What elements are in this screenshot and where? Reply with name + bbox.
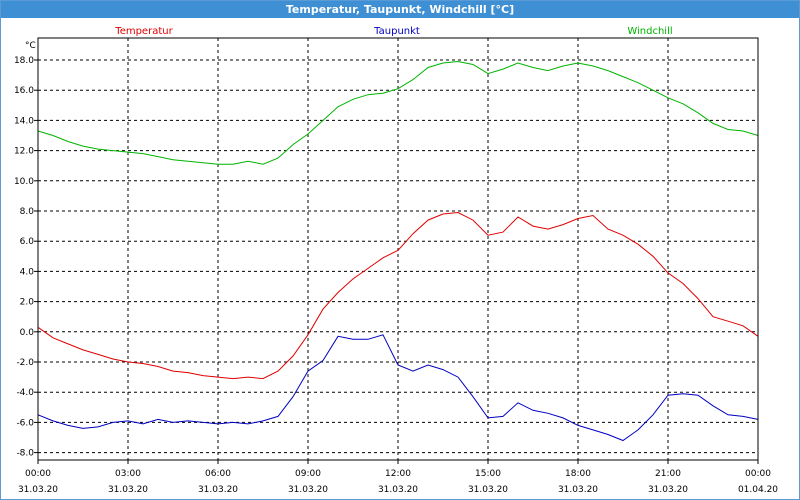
x-tick-date-label: 31.03.20 [558, 485, 598, 495]
y-tick-label: -8.0 [16, 449, 34, 459]
window-title: Temperatur, Taupunkt, Windchill [°C] [1, 1, 799, 18]
y-tick-label: 0.0 [20, 328, 35, 338]
y-tick-label: -6.0 [16, 418, 34, 428]
series-lines [37, 60, 759, 442]
legend-item-windchill: Windchill [627, 26, 672, 37]
y-tick-label: 18.0 [14, 56, 34, 66]
x-tick-time-label: 00:00 [745, 469, 771, 479]
x-tick-time-label: 06:00 [205, 469, 231, 479]
y-tick-label: -2.0 [16, 358, 34, 368]
y-tick-label: 10.0 [14, 177, 34, 187]
y-axis: 18.0 16.0 14.0 12.0 10.0 8.0 6.0 4.0 2.0 0.0 -2.0 -… [14, 56, 38, 459]
x-tick-time-label: 15:00 [475, 469, 501, 479]
x-tick-date-label: 31.03.20 [378, 485, 418, 495]
x-tick-date-label: 01.04.20 [738, 485, 778, 495]
x-tick-time-label: 18:00 [565, 469, 591, 479]
y-tick-label: 6.0 [20, 237, 35, 247]
x-tick-date-label: 31.03.20 [108, 485, 148, 495]
series-line-taupunkt [37, 334, 759, 442]
y-tick-label: 14.0 [14, 116, 34, 126]
legend-item-temperatur: Temperatur [114, 26, 173, 37]
legend-item-taupunkt: Taupunkt [373, 26, 420, 37]
x-tick-time-label: 09:00 [295, 469, 321, 479]
grid [38, 38, 758, 460]
series-line-temperatur [37, 211, 759, 380]
y-axis-unit-label: °C [25, 41, 36, 51]
x-tick-date-label: 31.03.20 [648, 485, 688, 495]
x-tick-date-label: 31.03.20 [198, 485, 238, 495]
y-tick-label: 16.0 [14, 86, 34, 96]
x-tick-time-label: 12:00 [385, 469, 411, 479]
legend: Temperatur Taupunkt Windchill [114, 26, 672, 37]
x-tick-time-label: 03:00 [115, 469, 141, 479]
y-tick-label: 8.0 [20, 207, 35, 217]
x-tick-date-label: 31.03.20 [468, 485, 508, 495]
x-tick-date-label: 31.03.20 [18, 485, 58, 495]
y-tick-label: 4.0 [20, 267, 35, 277]
y-tick-label: 12.0 [14, 147, 34, 157]
plot-frame [37, 37, 759, 461]
x-tick-time-label: 00:00 [25, 469, 51, 479]
x-axis: 00:00 31.03.20 03:00 31.03.20 06:00 31.03.20 0… [18, 460, 778, 495]
series-line-windchill [37, 60, 759, 165]
x-tick-date-label: 31.03.20 [288, 485, 328, 495]
x-tick-time-label: 21:00 [655, 469, 681, 479]
y-tick-label: 2.0 [20, 298, 35, 308]
y-tick-label: -4.0 [16, 388, 34, 398]
